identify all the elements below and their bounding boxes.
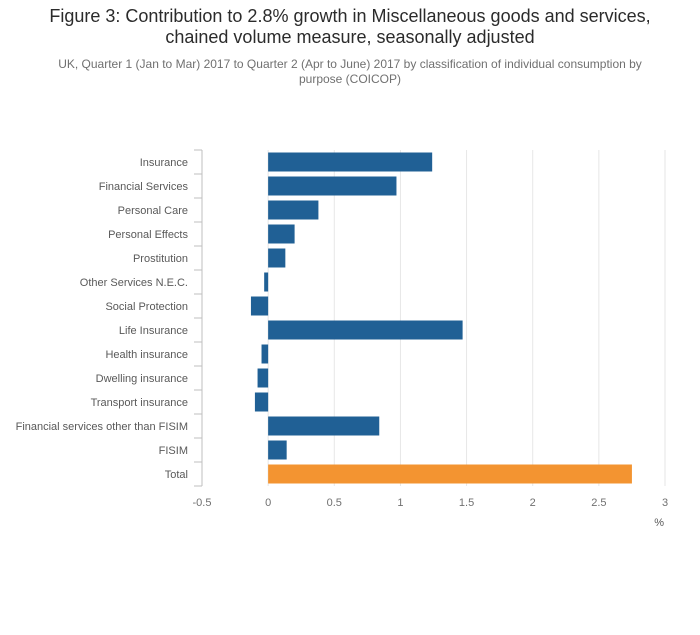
x-unit-label: % — [654, 517, 664, 529]
bar-financial-services-other-than-fisim — [268, 416, 380, 436]
chart-title-line-2: chained volume measure, seasonally adjus… — [165, 27, 535, 47]
chart-subtitle: UK, Quarter 1 (Jan to Mar) 2017 to Quart… — [58, 57, 642, 86]
category-label: Personal Care — [118, 205, 188, 217]
category-label: Financial services other than FISIM — [16, 421, 188, 433]
x-tick-label: 1 — [397, 497, 403, 509]
category-label: Health insurance — [105, 349, 188, 361]
category-label: Social Protection — [105, 301, 188, 313]
chart-title: Figure 3: Contribution to 2.8% growth in… — [0, 6, 700, 48]
bar-health-insurance — [261, 344, 269, 364]
bar-social-protection — [250, 296, 269, 316]
x-tick-label: 0.5 — [327, 497, 342, 509]
x-tick-label: 2.5 — [591, 497, 606, 509]
category-label: Life Insurance — [119, 325, 188, 337]
x-tick-labels: -0.5 0 0.5 1 1.5 2 2.5 3 — [193, 497, 669, 509]
category-axis — [194, 149, 203, 487]
bar-life-insurance — [268, 320, 463, 340]
bar-transport-insurance — [254, 392, 269, 412]
x-tick-label: 0 — [265, 497, 271, 509]
bar-personal-effects — [268, 224, 295, 244]
bar-financial-services — [268, 176, 397, 196]
x-tick-label: 3 — [662, 497, 668, 509]
category-label: Dwelling insurance — [96, 373, 188, 385]
bar-fisim — [268, 440, 287, 460]
bar-total — [268, 464, 632, 484]
category-label: Prostitution — [133, 253, 188, 265]
bar-personal-care — [268, 200, 319, 220]
category-label: Personal Effects — [108, 229, 188, 241]
bar-insurance — [268, 152, 433, 172]
x-tick-label: -0.5 — [193, 497, 212, 509]
category-labels: Insurance Financial Services Personal Care… — [16, 157, 189, 481]
bar-other-services-n-e-c — [264, 272, 269, 292]
x-tick-label: 2 — [530, 497, 536, 509]
category-label: FISIM — [159, 445, 188, 457]
category-label: Total — [165, 469, 188, 481]
chart-title-line-1: Figure 3: Contribution to 2.8% growth in… — [49, 6, 651, 26]
bar-dwelling-insurance — [257, 368, 269, 388]
x-tick-label: 1.5 — [459, 497, 474, 509]
category-label: Insurance — [140, 157, 188, 169]
bars — [250, 152, 632, 484]
category-label: Other Services N.E.C. — [80, 277, 188, 289]
gridlines — [267, 150, 666, 486]
category-label: Transport insurance — [91, 397, 188, 409]
category-label: Financial Services — [99, 181, 189, 193]
bar-prostitution — [268, 248, 286, 268]
